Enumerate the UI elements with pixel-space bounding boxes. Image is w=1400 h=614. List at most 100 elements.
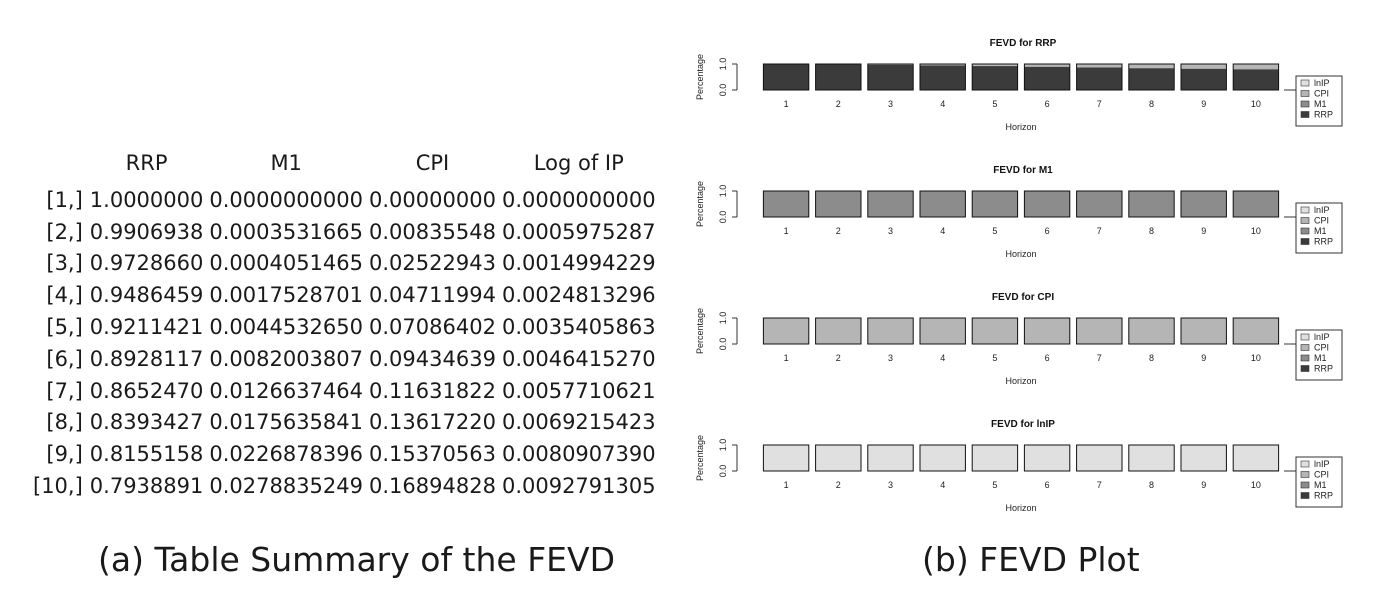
x-tick-label: 7 [1097, 99, 1102, 109]
bar-segment-cpi [919, 318, 966, 344]
table-cell: 0.9486459 [89, 283, 204, 308]
caption-table: (a) Table Summary of the FEVD [98, 540, 616, 579]
bar-outline [919, 317, 966, 345]
legend-label: M1 [1314, 226, 1327, 236]
panel-title: FEVD for lnIP [991, 419, 1055, 430]
x-tick-label: 10 [1251, 480, 1261, 490]
bar-outline [815, 190, 862, 218]
row-label: [4,] [46, 283, 83, 308]
table-cell: 0.0014994229 [501, 251, 656, 276]
bar-segment-cpi [1180, 318, 1227, 344]
y-tick-label: 1.0 [718, 185, 728, 198]
legend-label: lnIP [1314, 332, 1330, 342]
column-header: RRP [125, 151, 168, 175]
legend-label: lnIP [1314, 78, 1330, 88]
legend-label: M1 [1314, 99, 1327, 109]
table-cell: 0.0005975287 [501, 219, 656, 244]
panel-title: FEVD for CPI [992, 292, 1054, 303]
table-cell: 0.15370563 [369, 442, 496, 467]
x-tick-label: 4 [940, 480, 945, 490]
table-row: [10,] 0.7938891 0.0278835249 0.16894828 0.00… [30, 470, 659, 502]
bar-outline [762, 190, 810, 218]
x-tick-label: 7 [1097, 226, 1102, 236]
x-tick-label: 3 [888, 353, 893, 363]
bar-outline [971, 190, 1019, 218]
bar-outline [1023, 444, 1071, 472]
bar-segment-m1 [1233, 191, 1279, 217]
bar-segment-m1 [1180, 191, 1227, 217]
legend-label: M1 [1314, 480, 1327, 490]
table-cell: 0.8155158 [89, 442, 204, 467]
table-body: [1,] 1.0000000 0.0000000000 0.00000000 0.000… [30, 184, 659, 502]
legend-label: CPI [1314, 89, 1329, 99]
bar-segment-lnip [867, 445, 914, 471]
x-tick-label: 1 [784, 226, 789, 236]
table-cell: 0.8928117 [89, 346, 204, 371]
column-header [30, 150, 87, 184]
y-axis-label: Percentage [695, 54, 705, 100]
y-tick-label: 1.0 [718, 58, 728, 71]
x-axis-label: Horizon [1005, 376, 1036, 386]
bar-outline [919, 444, 966, 472]
table-cell: 0.0226878396 [209, 442, 364, 467]
table-cell: 0.0069215423 [501, 410, 656, 435]
column-header: M1 [270, 151, 302, 175]
bar-segment-m1 [1233, 68, 1279, 70]
x-tick-label: 4 [940, 99, 945, 109]
row-label: [5,] [46, 315, 83, 340]
bar-outline [1023, 317, 1071, 345]
legend-swatch [1300, 354, 1310, 362]
legend-label: lnIP [1314, 459, 1330, 469]
table-cell: 0.0057710621 [501, 378, 656, 403]
y-axis-label: Percentage [695, 308, 705, 354]
bar-outline [762, 63, 810, 91]
bar-outline [1023, 63, 1071, 91]
bar-outline [1232, 190, 1280, 218]
table-row: [6,] 0.8928117 0.0082003807 0.09434639 0.004… [30, 343, 659, 375]
x-tick-label: 2 [836, 480, 841, 490]
bar-outline [1232, 444, 1280, 472]
bar-segment-cpi [919, 64, 966, 66]
bar-segment-cpi [763, 318, 809, 344]
table-cell: 0.0024813296 [501, 283, 656, 308]
table-row: [7,] 0.8652470 0.0126637464 0.11631822 0.005… [30, 375, 659, 407]
bar-outline [1076, 317, 1123, 345]
bar-outline [919, 190, 966, 218]
table-cell: 0.0278835249 [209, 474, 364, 499]
row-label: [6,] [46, 346, 83, 371]
x-tick-label: 6 [1045, 99, 1050, 109]
legend-swatch [1300, 492, 1310, 499]
legend-swatch [1300, 206, 1310, 214]
caption-plot: (b) FEVD Plot [922, 540, 1140, 579]
table-row: [1,] 1.0000000 0.0000000000 0.00000000 0.000… [30, 184, 659, 216]
x-axis-label: Horizon [1005, 122, 1036, 132]
bar-segment-lnip [815, 445, 862, 471]
bar-segment-lnip [919, 445, 966, 471]
legend-label: CPI [1314, 470, 1329, 480]
legend-label: RRP [1314, 110, 1333, 120]
x-axis-label: Horizon [1005, 249, 1036, 259]
x-tick-label: 7 [1097, 353, 1102, 363]
legend-swatch [1300, 111, 1310, 118]
table-cell: 0.9211421 [89, 315, 204, 340]
bar-segment-cpi [972, 64, 1018, 66]
row-label: [2,] [46, 219, 83, 244]
table-cell: 0.02522943 [369, 251, 496, 276]
bar-segment-cpi [972, 318, 1018, 344]
legend-swatch [1300, 344, 1310, 351]
table-cell: 0.04711994 [369, 283, 496, 308]
table-cell: 0.0082003807 [209, 346, 364, 371]
x-tick-label: 10 [1251, 226, 1261, 236]
bar-segment-lnip [1233, 445, 1279, 471]
table-cell: 0.0000000000 [209, 187, 364, 212]
table-cell: 0.00000000 [369, 187, 496, 212]
bar-outline [1128, 444, 1175, 472]
x-tick-label: 3 [888, 226, 893, 236]
x-tick-label: 10 [1251, 353, 1261, 363]
x-tick-label: 8 [1149, 480, 1154, 490]
bar-segment-cpi [1024, 64, 1070, 67]
table-cell: 0.0080907390 [501, 442, 656, 467]
legend-swatch [1300, 238, 1310, 245]
x-tick-label: 8 [1149, 353, 1154, 363]
x-tick-label: 5 [992, 480, 997, 490]
